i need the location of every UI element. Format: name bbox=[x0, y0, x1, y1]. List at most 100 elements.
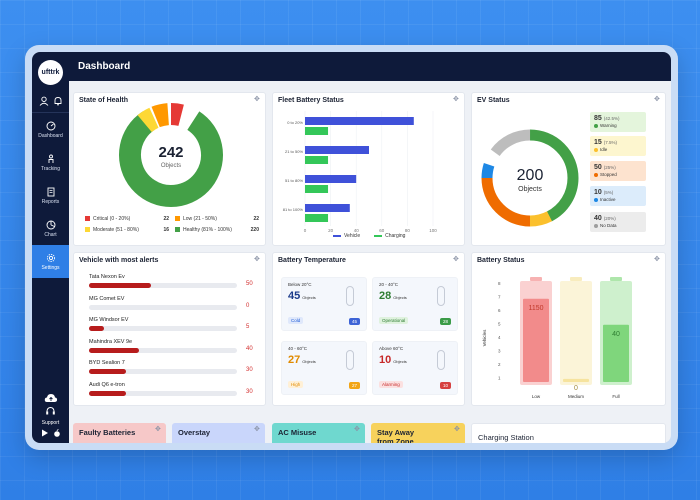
ev-tag-inactive[interactable]: 10 (5%) Inactive bbox=[590, 186, 646, 206]
temp-box-high[interactable]: 40 - 60°C 27 Objects High 27 bbox=[281, 341, 367, 395]
temp-box-alarming[interactable]: Above 60°C 10 Objects Alarming 10 bbox=[372, 341, 458, 395]
thermometer-icon bbox=[437, 286, 445, 306]
sidebar-item-reports[interactable]: Reports bbox=[32, 179, 69, 212]
battery-status-chart: Vehicles 8 7 6 5 4 3 2 1 1150 Low 0 Medium 40 Full bbox=[482, 277, 632, 399]
battery-fill bbox=[523, 298, 549, 382]
temp-box-operational[interactable]: 20 - 40°C 28 Objects Operational 28 bbox=[372, 277, 458, 331]
alert-count: 30 bbox=[246, 388, 253, 395]
donut-slice-critical bbox=[119, 103, 223, 207]
battery-label: Full bbox=[612, 394, 619, 399]
card-title: Vehicle with most alerts bbox=[79, 257, 159, 264]
donut-center-label: Objects bbox=[161, 163, 181, 169]
alert-bar-fill bbox=[89, 347, 139, 353]
card-title: Battery Temperature bbox=[278, 257, 346, 264]
chart-icon bbox=[46, 220, 55, 229]
support-label[interactable]: Support bbox=[41, 420, 60, 426]
donut-slice-inactive bbox=[481, 129, 579, 227]
alert-vehicle-name: MG Windsor EV bbox=[89, 317, 129, 323]
ev-donut: 200 Objects bbox=[481, 129, 579, 227]
drag-handle-icon[interactable]: ✥ bbox=[654, 256, 660, 263]
cloud-upload-icon[interactable] bbox=[44, 393, 58, 403]
dashboard-icon bbox=[46, 121, 55, 130]
bar-charging bbox=[305, 156, 329, 164]
bar-charging bbox=[305, 214, 329, 222]
battery-value: 1150 bbox=[528, 305, 543, 312]
bar-vehicle bbox=[305, 175, 357, 183]
ev-tag-idle[interactable]: 15 (7.5%) Idle bbox=[590, 136, 646, 156]
support-icon[interactable] bbox=[45, 406, 56, 417]
alert-row[interactable]: Tata Nexon Ev 50 bbox=[89, 274, 259, 288]
alert-row[interactable]: BYD Sealion 7 30 bbox=[89, 360, 259, 374]
battery-fill bbox=[563, 378, 589, 382]
drag-handle-icon[interactable]: ✥ bbox=[354, 426, 360, 433]
user-icon[interactable] bbox=[39, 96, 49, 106]
x-tick-label: 80 bbox=[405, 228, 411, 233]
alert-bar-fill bbox=[89, 326, 104, 331]
drag-handle-icon[interactable]: ✥ bbox=[453, 96, 459, 103]
fleet-battery-chart: 0 20 40 60 80 100 0 to 20% 21 to 50% 51 to 80% 81… bbox=[283, 111, 437, 233]
alert-bar-track bbox=[89, 390, 237, 396]
charging-station-card[interactable]: Charging Station bbox=[471, 423, 666, 443]
y-tick-label: 2 bbox=[498, 362, 501, 367]
drag-handle-icon[interactable]: ✥ bbox=[454, 426, 460, 433]
alert-vehicle-name: MG Comet EV bbox=[89, 295, 125, 302]
sidebar-item-dashboard[interactable]: Dashboard bbox=[32, 113, 69, 146]
battery-label: Low bbox=[532, 394, 541, 399]
alert-vehicle-name: BYD Sealion 7 bbox=[89, 360, 125, 366]
bar-charging bbox=[305, 127, 329, 135]
ac-misuse-card[interactable]: AC Misuse ✥ bbox=[272, 423, 365, 443]
temp-box-cold[interactable]: Below 20°C 45 Objects Cold 45 bbox=[281, 277, 367, 331]
sidebar-item-chart[interactable]: Chart bbox=[32, 212, 69, 245]
alert-row[interactable]: MG Windsor EV 5 bbox=[89, 317, 259, 331]
logo[interactable]: ufttrk bbox=[38, 60, 63, 85]
drag-handle-icon[interactable]: ✥ bbox=[254, 256, 260, 263]
battery-cap bbox=[530, 277, 542, 281]
x-tick-label: 100 bbox=[429, 228, 437, 233]
alert-row[interactable]: Audi Q6 e-tron 30 bbox=[89, 382, 259, 396]
alert-row[interactable]: MG Comet EV 0 bbox=[89, 295, 259, 310]
battery-fill bbox=[603, 324, 629, 382]
overstay-card[interactable]: Overstay ✥ bbox=[172, 423, 265, 443]
x-tick-label: 60 bbox=[379, 228, 385, 233]
sidebar-item-label: Settings bbox=[41, 264, 60, 271]
drag-handle-icon[interactable]: ✥ bbox=[254, 426, 260, 433]
drag-handle-icon[interactable]: ✥ bbox=[654, 96, 660, 103]
x-tick-label: 0 bbox=[304, 228, 307, 233]
battery-label: Medium bbox=[568, 394, 584, 399]
card-title: EV Status bbox=[477, 97, 510, 104]
battery-value: 0 bbox=[574, 385, 578, 392]
ev-tag-warning[interactable]: 85 (42.5%) Warning bbox=[590, 112, 646, 132]
apple-icon[interactable] bbox=[53, 429, 61, 437]
alert-count: 50 bbox=[246, 281, 253, 287]
drag-handle-icon[interactable]: ✥ bbox=[254, 96, 260, 103]
drag-handle-icon[interactable]: ✥ bbox=[155, 426, 161, 433]
sidebar-item-label: Reports bbox=[41, 198, 60, 205]
play-store-icon[interactable] bbox=[41, 429, 49, 437]
y-tick-label: 7 bbox=[498, 295, 501, 300]
card-title: Battery Status bbox=[477, 257, 525, 264]
drag-handle-icon[interactable]: ✥ bbox=[453, 256, 459, 263]
alert-bar-track bbox=[89, 304, 237, 310]
ev-tag-no-data[interactable]: 40 (20%) No Data bbox=[590, 212, 646, 232]
donut-slice-low bbox=[119, 103, 223, 207]
donut-slice-no-data bbox=[481, 129, 579, 227]
page-title: Dashboard bbox=[78, 61, 131, 72]
sidebar-item-settings[interactable]: Settings bbox=[32, 245, 69, 278]
y-tick-label: 5 bbox=[498, 322, 501, 327]
alert-row[interactable]: Mahindra XEV 9e 40 bbox=[89, 339, 259, 353]
sidebar-item-tracking[interactable]: Tracking bbox=[32, 146, 69, 179]
sidebar-item-label: Tracking bbox=[41, 165, 60, 172]
thermometer-icon bbox=[346, 350, 354, 370]
x-tick-label: 40 bbox=[354, 228, 360, 233]
battery-value: 40 bbox=[612, 331, 620, 338]
bell-icon[interactable] bbox=[53, 96, 63, 106]
alert-bar-fill bbox=[89, 369, 127, 374]
bar-vehicle bbox=[305, 117, 414, 125]
stay-away-zone-card[interactable]: Stay Away from Zone ✥ bbox=[371, 423, 465, 443]
donut-slice-healthy bbox=[119, 103, 223, 207]
y-tick-label: 8 bbox=[498, 281, 501, 286]
bar-vehicle bbox=[305, 146, 369, 154]
legend-item: Low (21 - 50%) 22 bbox=[175, 216, 265, 222]
faulty-batteries-card[interactable]: Faulty Batteries ✥ bbox=[73, 423, 166, 443]
ev-tag-stopped[interactable]: 50 (25%) Stopped bbox=[590, 161, 646, 181]
